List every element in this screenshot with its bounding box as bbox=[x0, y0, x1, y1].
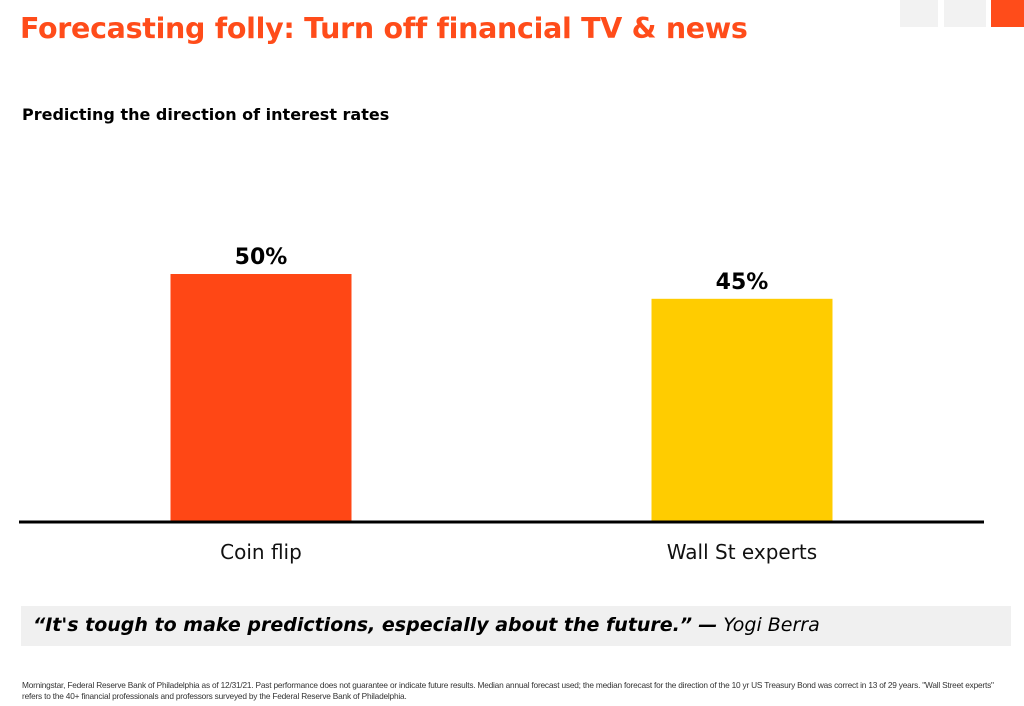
quote: “It's tough to make predictions, especia… bbox=[33, 614, 820, 636]
page-title: Forecasting folly: Turn off financial TV… bbox=[20, 12, 748, 45]
bar-coin-flip bbox=[170, 274, 352, 522]
corner-decoration bbox=[944, 0, 986, 27]
category-label: Coin flip bbox=[220, 540, 302, 564]
corner-accent bbox=[991, 0, 1024, 27]
quote-dash: — bbox=[698, 614, 718, 636]
quote-text: “It's tough to make predictions, especia… bbox=[33, 614, 693, 636]
bar-wall-st-experts bbox=[651, 298, 833, 522]
category-label: Wall St experts bbox=[667, 540, 817, 564]
data-label: 45% bbox=[716, 270, 769, 295]
quote-band: “It's tough to make predictions, especia… bbox=[21, 606, 1011, 646]
footnote: Morningstar, Federal Reserve Bank of Phi… bbox=[22, 680, 994, 701]
bar-chart: 50% Coin flip 45% Wall St experts bbox=[19, 245, 984, 564]
corner-decoration bbox=[900, 0, 938, 27]
chart-subtitle: Predicting the direction of interest rat… bbox=[22, 105, 390, 124]
quote-author: Yogi Berra bbox=[723, 614, 820, 636]
data-label: 50% bbox=[235, 245, 288, 270]
